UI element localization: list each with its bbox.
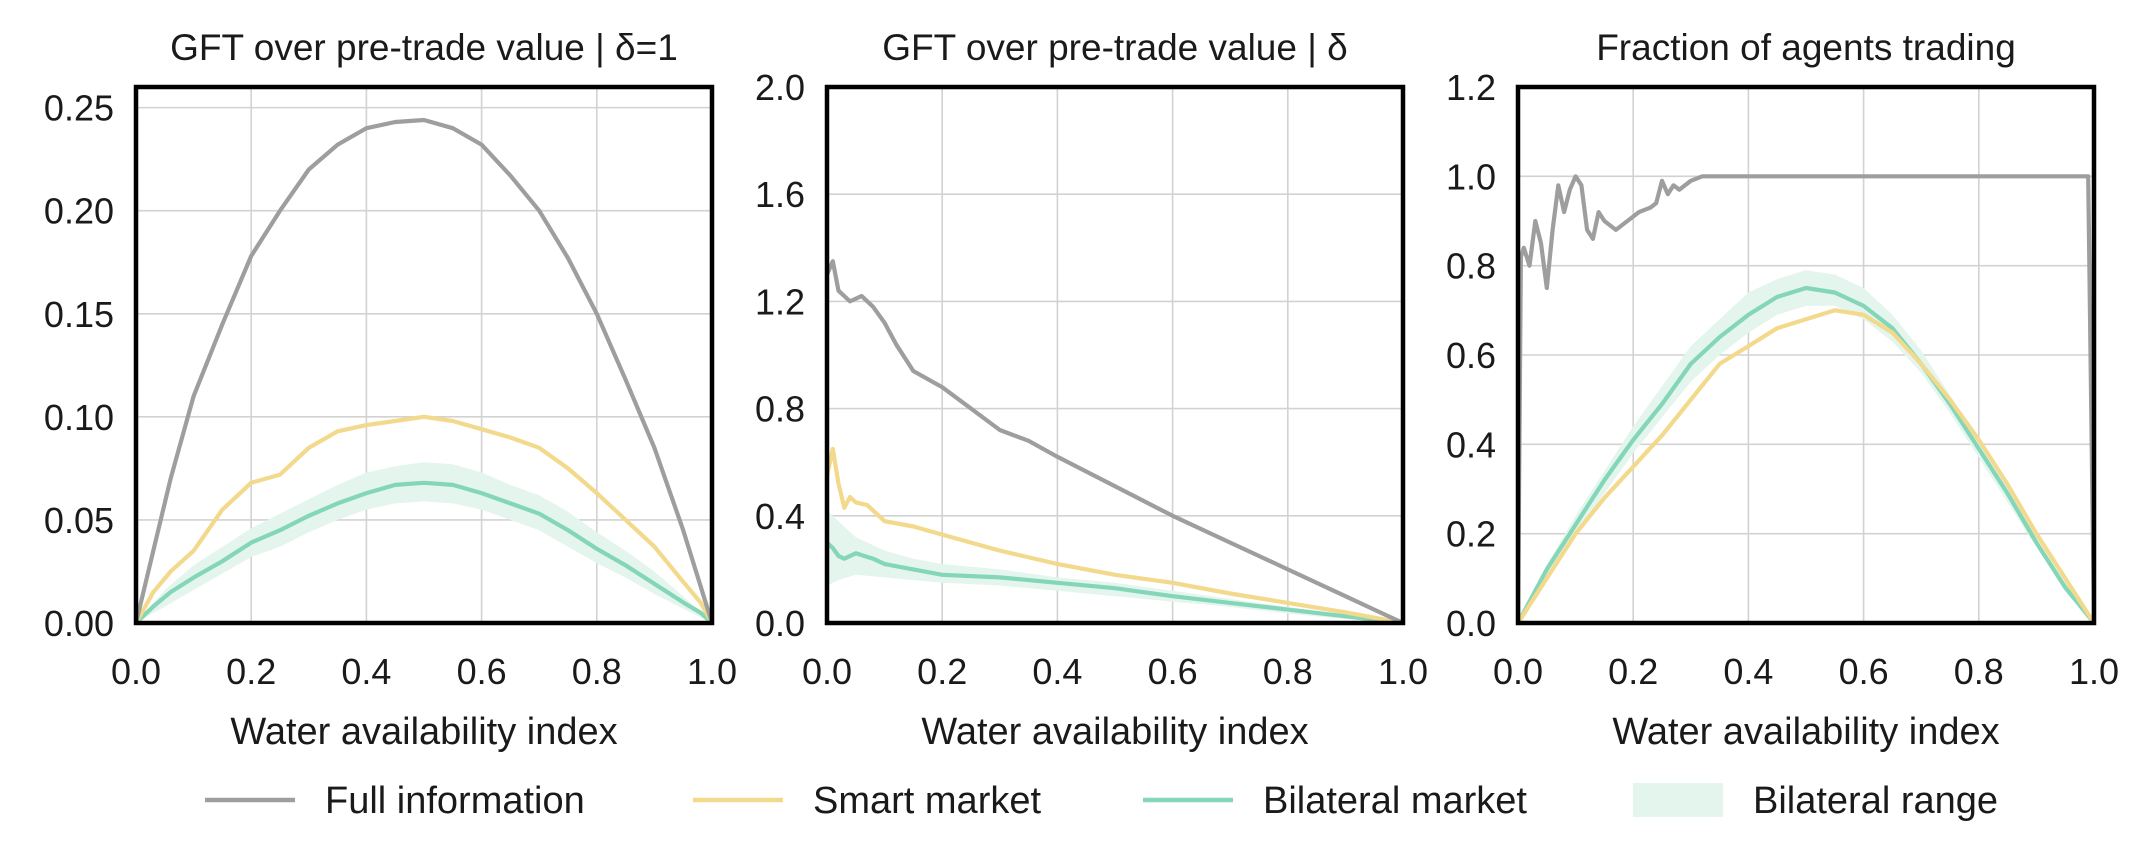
legend-item-range: Bilateral range [1633, 780, 1998, 822]
chart-panel-1: 0.0 0.2 0.4 0.6 0.8 1.0 0.00 0.05 0.10 0.15 0.20 0.… [44, 27, 737, 753]
panel-title: GFT over pre-trade value | δ [882, 27, 1347, 68]
series-bilateral-line [136, 480, 712, 623]
series-smart-line [1518, 308, 2094, 623]
chart-panel-3: 0.0 0.2 0.4 0.6 0.8 1.0 0.0 0.2 0.4 0.6 0.8 1.0 1.2 F… [1446, 27, 2119, 753]
series-group [136, 117, 712, 623]
y-tick-label: 0.4 [1446, 424, 1496, 465]
series-bilateral-line [827, 540, 1403, 623]
y-tick-label: 0.15 [44, 294, 114, 335]
y-tick-label: 0.8 [755, 389, 805, 430]
series-group [1518, 174, 2094, 623]
series-smart-line [827, 446, 1403, 623]
series-bilateral-line [1518, 285, 2094, 623]
x-tick-label: 0.8 [1263, 651, 1313, 692]
x-axis-label: Water availability index [921, 711, 1308, 753]
series-group [827, 259, 1403, 623]
y-tick-label: 0.00 [44, 603, 114, 644]
x-tick-label: 0.4 [1723, 651, 1773, 692]
y-tick-label: 1.2 [1446, 67, 1496, 108]
x-tick-label: 0.8 [572, 651, 622, 692]
legend-item-bilateral: Bilateral market [1143, 780, 1527, 822]
x-tick-label: 1.0 [1378, 651, 1428, 692]
y-tick-label: 1.0 [1446, 156, 1496, 197]
chart-panel-2: 0.0 0.2 0.4 0.6 0.8 1.0 0.0 0.4 0.8 1.2 1.6 2.0 GFT … [755, 27, 1428, 753]
y-tick-label: 0.25 [44, 88, 114, 129]
y-tick-label: 1.2 [755, 281, 805, 322]
y-tick-label: 2.0 [755, 67, 805, 108]
plot-frame [133, 84, 715, 626]
panel-title: GFT over pre-trade value | δ=1 [170, 27, 678, 68]
series-full-line [136, 117, 712, 623]
y-tick-label: 0.2 [1446, 514, 1496, 555]
x-tick-label: 1.0 [687, 651, 737, 692]
x-tick-label: 0.8 [1954, 651, 2004, 692]
legend-label-full: Full information [325, 780, 585, 822]
x-axis-label: Water availability index [230, 711, 617, 753]
plot-frame [1515, 84, 2097, 626]
legend-item-smart: Smart market [693, 780, 1041, 822]
series-full-line [827, 259, 1403, 623]
x-tick-label: 0.0 [111, 651, 161, 692]
series-smart-line [136, 414, 712, 623]
plot-frame [824, 84, 1406, 626]
y-tick-label: 0.8 [1446, 246, 1496, 287]
y-tick-label: 0.05 [44, 500, 114, 541]
x-tick-label: 0.2 [226, 651, 276, 692]
legend-label-smart: Smart market [813, 780, 1041, 822]
legend-swatch-range [1633, 783, 1723, 817]
x-axis-label: Water availability index [1612, 711, 1999, 753]
series-bilateral-range-band [136, 462, 712, 623]
legend-label-bilateral: Bilateral market [1263, 780, 1527, 822]
x-tick-label: 0.0 [1493, 651, 1543, 692]
series-bilateral-range-band [827, 510, 1403, 623]
y-tick-label: 0.4 [755, 496, 805, 537]
series-full-line [1518, 174, 2094, 623]
x-tick-label: 0.4 [341, 651, 391, 692]
x-tick-label: 0.6 [457, 651, 507, 692]
x-tick-label: 0.0 [802, 651, 852, 692]
chart-panels: 0.0 0.2 0.4 0.6 0.8 1.0 0.00 0.05 0.10 0.15 0.20 0.… [44, 27, 2119, 753]
x-tick-label: 1.0 [2069, 651, 2119, 692]
legend-item-full: Full information [205, 780, 585, 822]
panel-title: Fraction of agents trading [1596, 27, 2016, 68]
x-tick-label: 0.6 [1148, 651, 1198, 692]
y-tick-label: 0.20 [44, 191, 114, 232]
x-tick-label: 0.4 [1032, 651, 1082, 692]
grid [135, 87, 713, 624]
legend-label-range: Bilateral range [1753, 780, 1998, 822]
grid [826, 86, 1404, 624]
legend: Full information Smart market Bilateral ma… [205, 780, 1998, 822]
y-tick-label: 0.6 [1446, 335, 1496, 376]
x-tick-label: 0.2 [1608, 651, 1658, 692]
y-tick-label: 1.6 [755, 174, 805, 215]
series-bilateral-range-band [1518, 270, 2094, 623]
y-tick-label: 0.0 [1446, 603, 1496, 644]
x-tick-label: 0.2 [917, 651, 967, 692]
y-tick-label: 0.10 [44, 397, 114, 438]
y-tick-label: 0.0 [755, 603, 805, 644]
x-tick-label: 0.6 [1839, 651, 1889, 692]
grid [1517, 86, 2095, 624]
